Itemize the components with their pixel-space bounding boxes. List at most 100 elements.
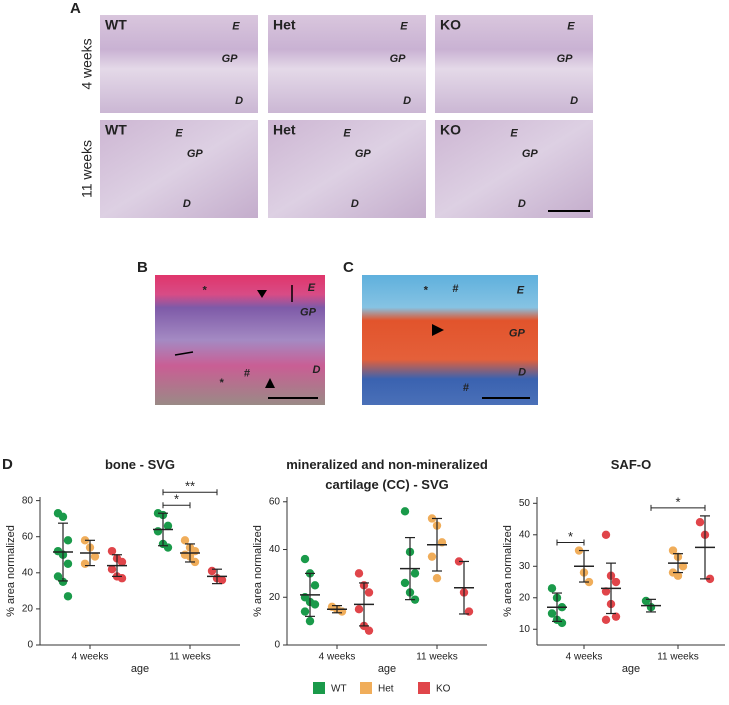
data-point <box>547 584 557 593</box>
y-axis-label: % area normalized <box>502 525 514 617</box>
data-point <box>354 604 364 614</box>
x-tick-label: 4 weeks <box>566 652 603 663</box>
data-point <box>63 536 73 545</box>
histology-image <box>100 15 258 113</box>
panel-label: A <box>70 0 81 17</box>
zone-label: GP <box>557 53 574 65</box>
arrowhead <box>257 290 267 298</box>
genotype-label: Het <box>273 122 296 138</box>
data-point <box>217 575 227 585</box>
zone-label: E <box>400 21 408 33</box>
x-axis-label: age <box>131 663 149 675</box>
zone-label: D <box>183 198 191 210</box>
legend-label: Het <box>378 684 394 695</box>
y-tick-label: 60 <box>269 496 281 507</box>
histology-image <box>362 275 538 405</box>
data-point <box>63 592 73 601</box>
x-tick-label: 4 weeks <box>319 652 356 663</box>
data-point <box>695 517 705 527</box>
histology-image <box>268 15 426 113</box>
zone-label: D <box>351 198 359 210</box>
histology-image <box>100 120 258 218</box>
data-point <box>117 574 127 583</box>
data-point <box>364 626 374 635</box>
y-tick-label: 80 <box>22 495 34 506</box>
y-tick-label: 20 <box>519 592 531 603</box>
genotype-label: KO <box>440 17 461 33</box>
zone-label: E <box>510 128 518 140</box>
significance-label: * <box>675 494 680 509</box>
y-tick-label: 40 <box>22 567 34 578</box>
zone-label: D <box>403 95 411 107</box>
significance-label: ** <box>185 479 195 494</box>
y-tick-label: 0 <box>27 640 33 651</box>
panel-label: B <box>137 259 148 276</box>
image-mark: * <box>423 285 428 297</box>
data-point <box>547 609 557 618</box>
legend-swatch <box>313 682 325 694</box>
data-point <box>163 543 173 552</box>
image-mark: * <box>202 285 207 297</box>
data-point <box>300 607 310 616</box>
data-point <box>427 552 437 561</box>
chart-title: bone - SVG <box>104 457 176 472</box>
histology-image <box>155 275 325 405</box>
data-point <box>400 507 410 516</box>
zone-label: GP <box>390 53 407 65</box>
image-mark: # <box>463 382 470 394</box>
arrowhead <box>265 378 275 388</box>
zone-label: E <box>343 128 351 140</box>
image-mark: E <box>308 282 316 294</box>
y-axis-label: % area normalized <box>252 525 264 617</box>
data-point <box>611 612 621 621</box>
data-point <box>601 587 611 596</box>
panel-label: C <box>343 259 354 276</box>
y-tick-label: 50 <box>519 498 531 509</box>
legend-swatch <box>418 682 430 694</box>
data-point <box>354 569 364 578</box>
x-tick-label: 4 weeks <box>72 652 109 663</box>
data-point <box>63 559 73 568</box>
data-point <box>310 581 320 590</box>
significance-label: * <box>174 492 179 507</box>
y-axis-label: % area normalized <box>5 525 17 617</box>
chart-title-box: mineralized and non-mineralized cartilag… <box>286 457 488 492</box>
row-label: 4 weeks <box>79 38 95 89</box>
y-tick-label: 20 <box>269 592 281 603</box>
legend-label: WT <box>331 684 347 695</box>
data-point <box>673 571 683 580</box>
y-tick-label: 40 <box>519 529 531 540</box>
data-point <box>678 562 688 571</box>
x-axis-label: age <box>622 663 640 675</box>
image-mark: D <box>518 366 526 378</box>
x-tick-label: 11 weeks <box>169 652 211 663</box>
data-point <box>310 600 320 609</box>
data-point <box>668 546 678 555</box>
legend-label: KO <box>436 684 451 695</box>
data-point <box>300 554 310 564</box>
data-point <box>58 577 68 587</box>
legend-swatch <box>360 682 372 694</box>
image-mark: GP <box>300 307 317 319</box>
zone-label: GP <box>522 148 539 160</box>
y-tick-label: 20 <box>22 604 34 615</box>
zone-label: E <box>232 21 240 33</box>
data-point <box>305 616 315 626</box>
chart-title: mineralized and non-mineralized cartilag… <box>286 457 488 492</box>
data-point <box>601 530 611 539</box>
image-mark: # <box>244 368 251 380</box>
significance-label: * <box>568 529 573 544</box>
y-tick-label: 0 <box>274 640 280 651</box>
data-point <box>207 566 217 576</box>
zone-label: D <box>570 95 578 107</box>
zone-label: GP <box>355 148 372 160</box>
genotype-label: KO <box>440 122 461 138</box>
zone-label: GP <box>222 53 239 65</box>
histology-image <box>435 15 593 113</box>
histology-image <box>268 120 426 218</box>
data-point <box>432 573 442 583</box>
genotype-label: WT <box>105 17 127 33</box>
y-tick-label: 30 <box>519 561 531 572</box>
